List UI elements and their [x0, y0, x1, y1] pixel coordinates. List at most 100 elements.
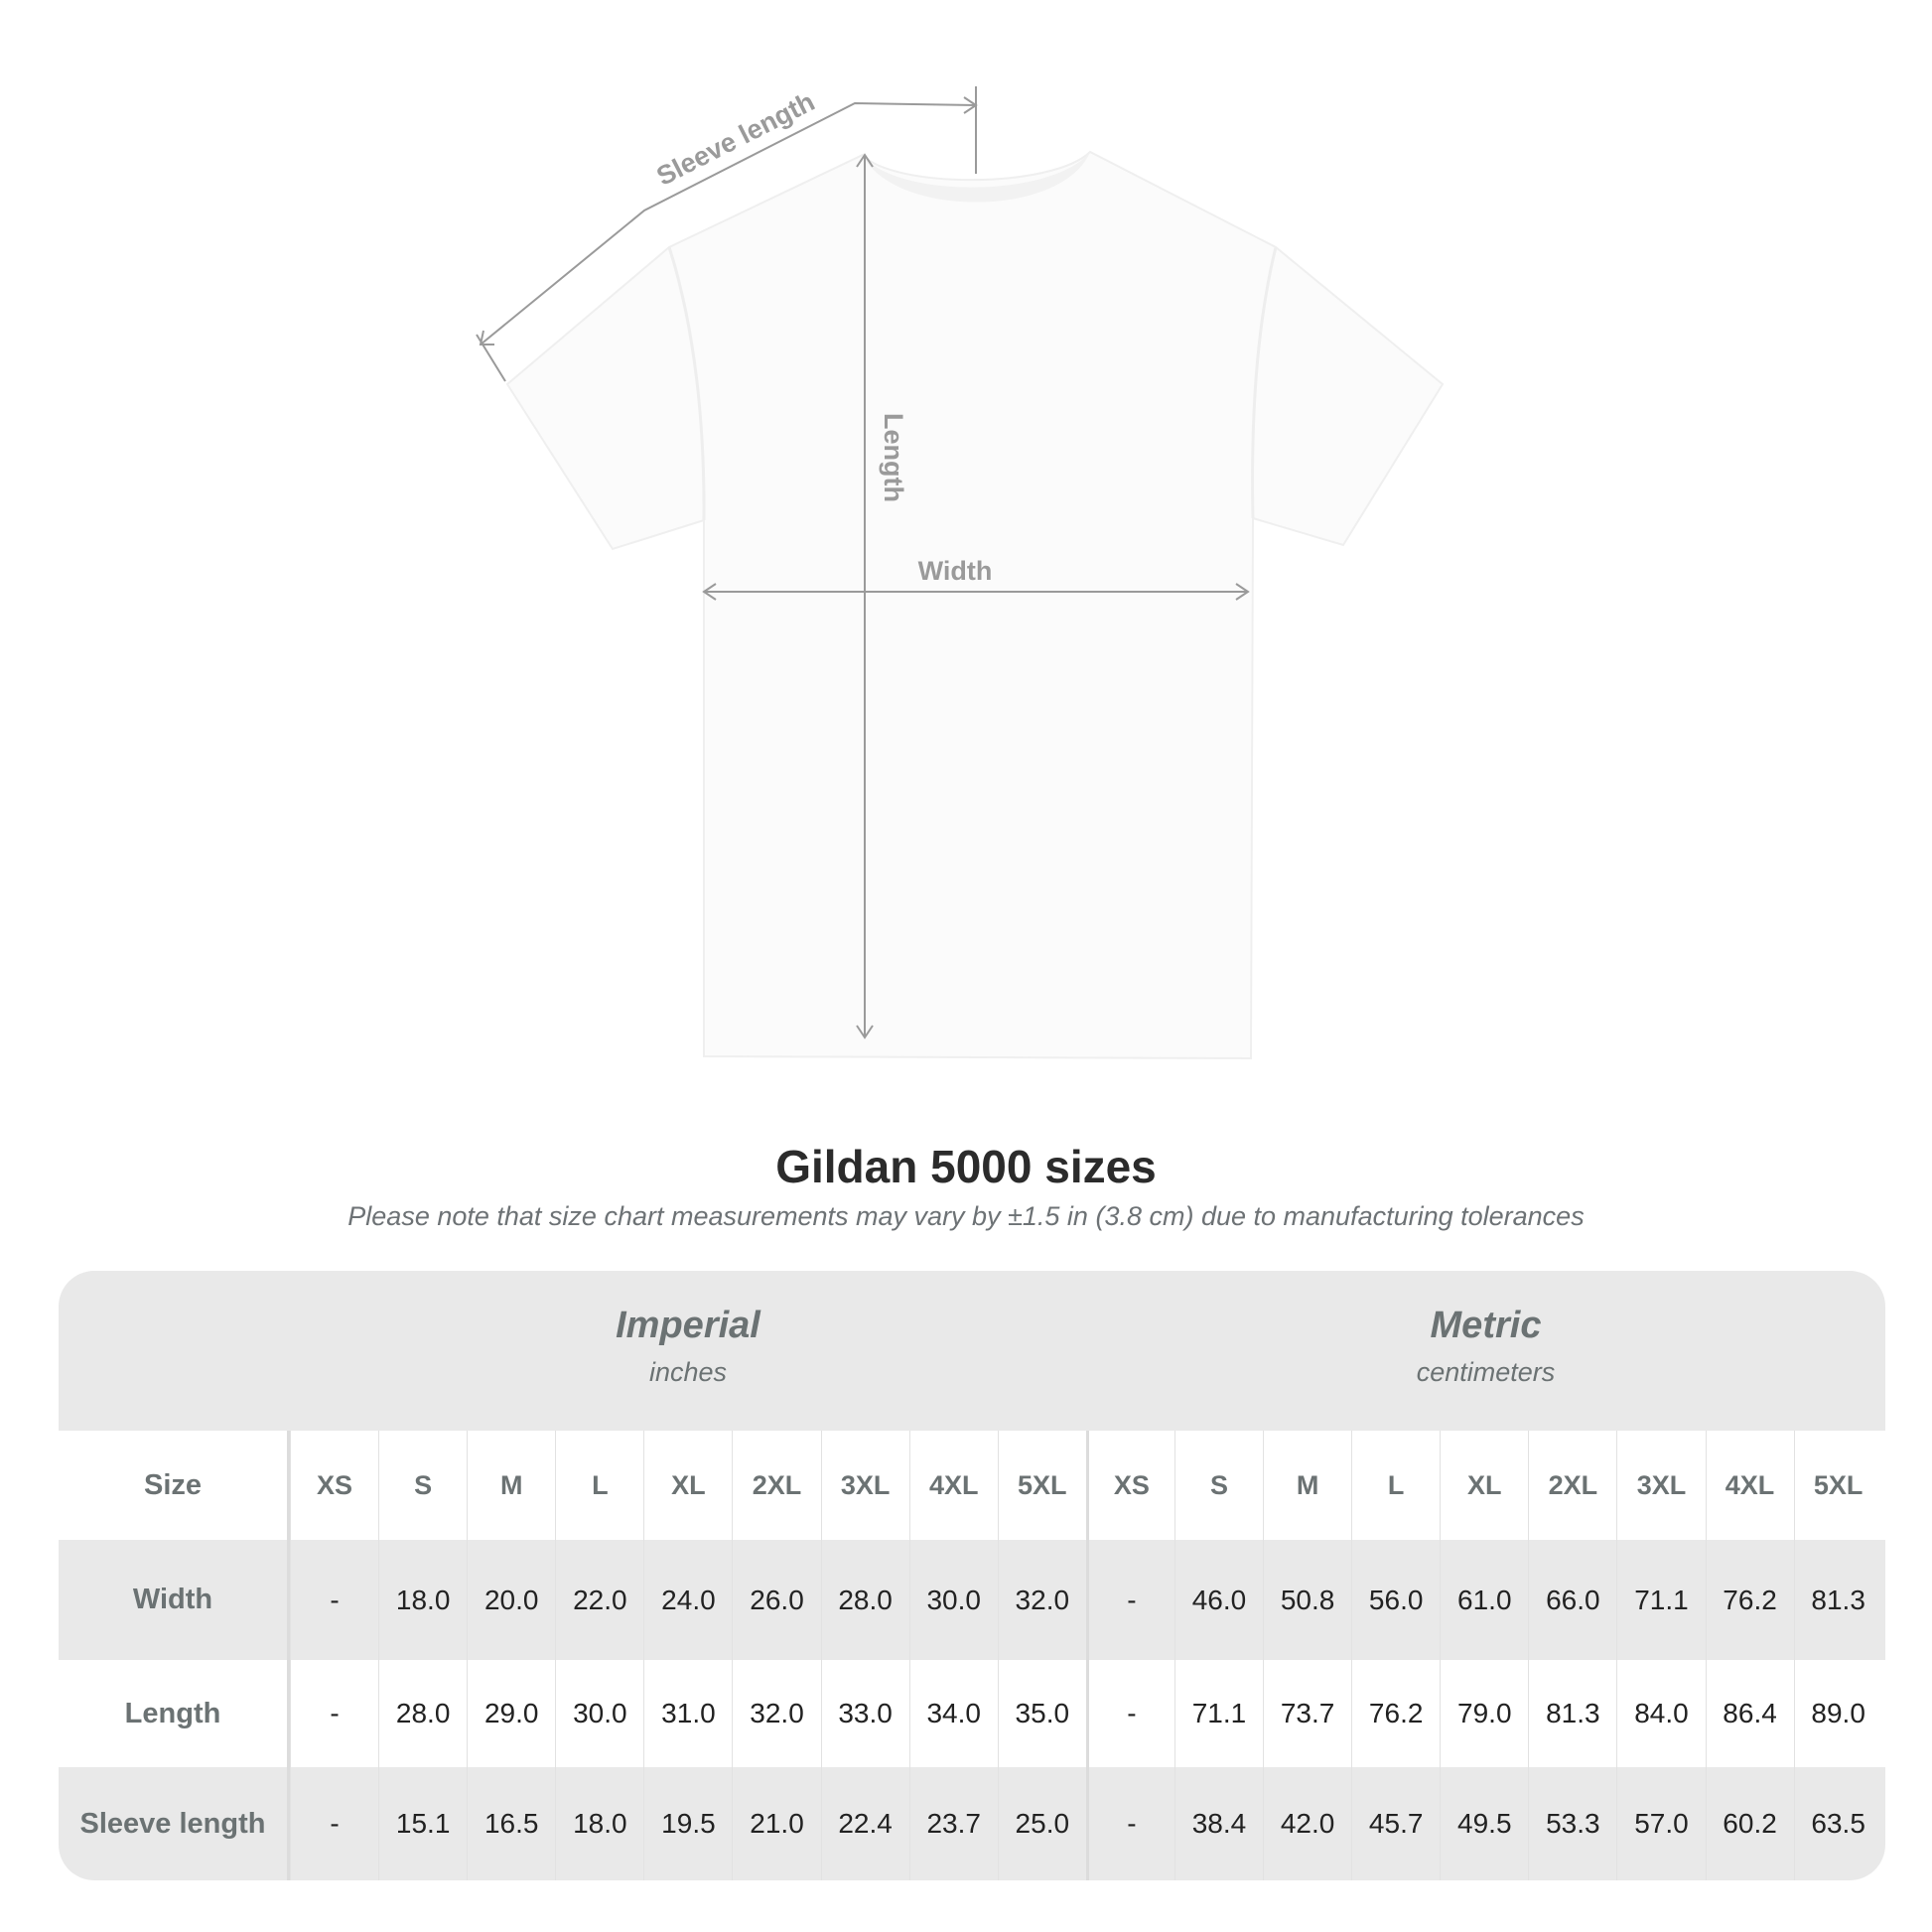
table-cell: -: [290, 1540, 378, 1660]
table-cell: 57.0: [1616, 1767, 1705, 1880]
table-cell: 30.0: [908, 1540, 998, 1660]
table-cell: 63.5: [1793, 1767, 1882, 1880]
sleeve-arrow-left: [479, 330, 494, 345]
table-cell: 28.0: [378, 1660, 467, 1767]
table-cell: 33.0: [820, 1660, 909, 1767]
size-header-metric-m: M: [1263, 1431, 1351, 1540]
size-header-metric-2xl: 2XL: [1528, 1431, 1616, 1540]
size-chart-table: Imperial inches Metric centimeters Size X…: [59, 1271, 1885, 1880]
table-cell: 38.4: [1173, 1767, 1263, 1880]
table-cell: 28.0: [820, 1540, 909, 1660]
table-cell: 89.0: [1793, 1660, 1882, 1767]
table-cell: 22.4: [820, 1767, 909, 1880]
table-row-width: Width -18.0 20.0 22.0 24.0 26.0 28.0 30.0 32.0-4…: [59, 1540, 1885, 1660]
row-label: Width: [59, 1540, 290, 1660]
size-header-row: Size XS S M L XL 2XL 3XL 4XL 5XL XS S M L XL 2XL 3XL 4XL 5…: [59, 1431, 1885, 1540]
table-cell: 22.0: [555, 1540, 643, 1660]
table-cell: 21.0: [732, 1767, 820, 1880]
size-header-imperial-4xl: 4XL: [908, 1431, 998, 1540]
width-arrow-right: [1235, 583, 1250, 601]
table-cell: -: [290, 1767, 378, 1880]
table-cell: -: [1085, 1540, 1174, 1660]
table-cell: -: [290, 1660, 378, 1767]
table-cell: 71.1: [1616, 1540, 1705, 1660]
size-header-metric-4xl: 4XL: [1705, 1431, 1794, 1540]
size-header-metric-xs: XS: [1085, 1431, 1174, 1540]
length-arrow-top: [856, 153, 874, 168]
table-cell: 79.0: [1440, 1660, 1528, 1767]
size-header-imperial-s: S: [378, 1431, 467, 1540]
table-cell: 49.5: [1440, 1767, 1528, 1880]
width-arrow-left: [702, 583, 717, 601]
table-cell: 25.0: [997, 1767, 1086, 1880]
table-cell: 29.0: [467, 1660, 555, 1767]
table-cell: 16.5: [467, 1767, 555, 1880]
table-cell: 45.7: [1351, 1767, 1440, 1880]
size-header-imperial-xl: XL: [643, 1431, 732, 1540]
table-cell: 73.7: [1263, 1660, 1351, 1767]
table-cell: 26.0: [732, 1540, 820, 1660]
metric-group-header: Metric centimeters: [1086, 1271, 1885, 1431]
group-name: Imperial: [616, 1305, 760, 1346]
tolerance-note: Please note that size chart measurements…: [347, 1201, 1585, 1231]
table-cell: 32.0: [732, 1660, 820, 1767]
size-header-metric-3xl: 3XL: [1616, 1431, 1705, 1540]
table-cell: 50.8: [1263, 1540, 1351, 1660]
size-header-imperial-3xl: 3XL: [820, 1431, 909, 1540]
group-name: Metric: [1430, 1305, 1542, 1346]
table-cell: 61.0: [1440, 1540, 1528, 1660]
table-cell: 56.0: [1351, 1540, 1440, 1660]
table-cell: 76.2: [1351, 1660, 1440, 1767]
size-header-metric-xl: XL: [1440, 1431, 1528, 1540]
table-cell: 24.0: [643, 1540, 732, 1660]
table-cell: 35.0: [997, 1660, 1086, 1767]
table-cell: 15.1: [378, 1767, 467, 1880]
group-unit: inches: [648, 1357, 728, 1387]
table-cell: 81.3: [1793, 1540, 1882, 1660]
table-cell: 71.1: [1173, 1660, 1263, 1767]
size-header-imperial-l: L: [555, 1431, 643, 1540]
table-cell: 31.0: [643, 1660, 732, 1767]
page-title: Gildan 5000 sizes: [775, 1141, 1157, 1192]
length-arrow-bottom: [856, 1025, 874, 1039]
tshirt-image: [505, 150, 1445, 1060]
size-header-imperial-2xl: 2XL: [732, 1431, 820, 1540]
table-cell: 34.0: [908, 1660, 998, 1767]
table-row-sleeve-length: Sleeve length -15.1 16.5 18.0 19.5 21.0 22.4 23…: [59, 1767, 1885, 1880]
width-label: Width: [918, 556, 993, 586]
table-cell: 66.0: [1528, 1540, 1616, 1660]
size-header-imperial-xs: XS: [290, 1431, 378, 1540]
table-cell: -: [1085, 1767, 1174, 1880]
table-cell: 76.2: [1705, 1540, 1794, 1660]
group-unit: centimeters: [1416, 1357, 1556, 1387]
table-cell: 60.2: [1705, 1767, 1794, 1880]
size-header-imperial-5xl: 5XL: [997, 1431, 1086, 1540]
table-cell: 20.0: [467, 1540, 555, 1660]
row-label: Length: [59, 1660, 290, 1767]
size-header-imperial-m: M: [467, 1431, 555, 1540]
table-cell: 18.0: [378, 1540, 467, 1660]
table-cell: 84.0: [1616, 1660, 1705, 1767]
table-cell: 32.0: [997, 1540, 1086, 1660]
sleeve-dimension-line: [480, 101, 977, 345]
table-cell: -: [1085, 1660, 1174, 1767]
table-cell: 46.0: [1173, 1540, 1263, 1660]
table-cell: 81.3: [1528, 1660, 1616, 1767]
table-row-length: Length -28.0 29.0 30.0 31.0 32.0 33.0 34.0 35.0-…: [59, 1660, 1885, 1767]
sleeve-arrow-right: [963, 96, 978, 114]
table-cell: 42.0: [1263, 1767, 1351, 1880]
imperial-group-header: Imperial inches: [290, 1271, 1086, 1431]
size-header-metric-l: L: [1351, 1431, 1440, 1540]
row-label: Sleeve length: [59, 1767, 290, 1880]
size-column-label: Size: [59, 1431, 290, 1540]
table-cell: 53.3: [1528, 1767, 1616, 1880]
size-header-metric-s: S: [1173, 1431, 1263, 1540]
sleeve-length-label: Sleeve length: [652, 86, 820, 192]
table-cell: 23.7: [908, 1767, 998, 1880]
table-cell: 30.0: [555, 1660, 643, 1767]
table-cell: 19.5: [643, 1767, 732, 1880]
tshirt-measurement-diagram: Width Length Sleeve length: [476, 86, 1445, 1060]
length-label: Length: [879, 413, 908, 502]
table-cell: 86.4: [1705, 1660, 1794, 1767]
size-header-metric-5xl: 5XL: [1793, 1431, 1882, 1540]
